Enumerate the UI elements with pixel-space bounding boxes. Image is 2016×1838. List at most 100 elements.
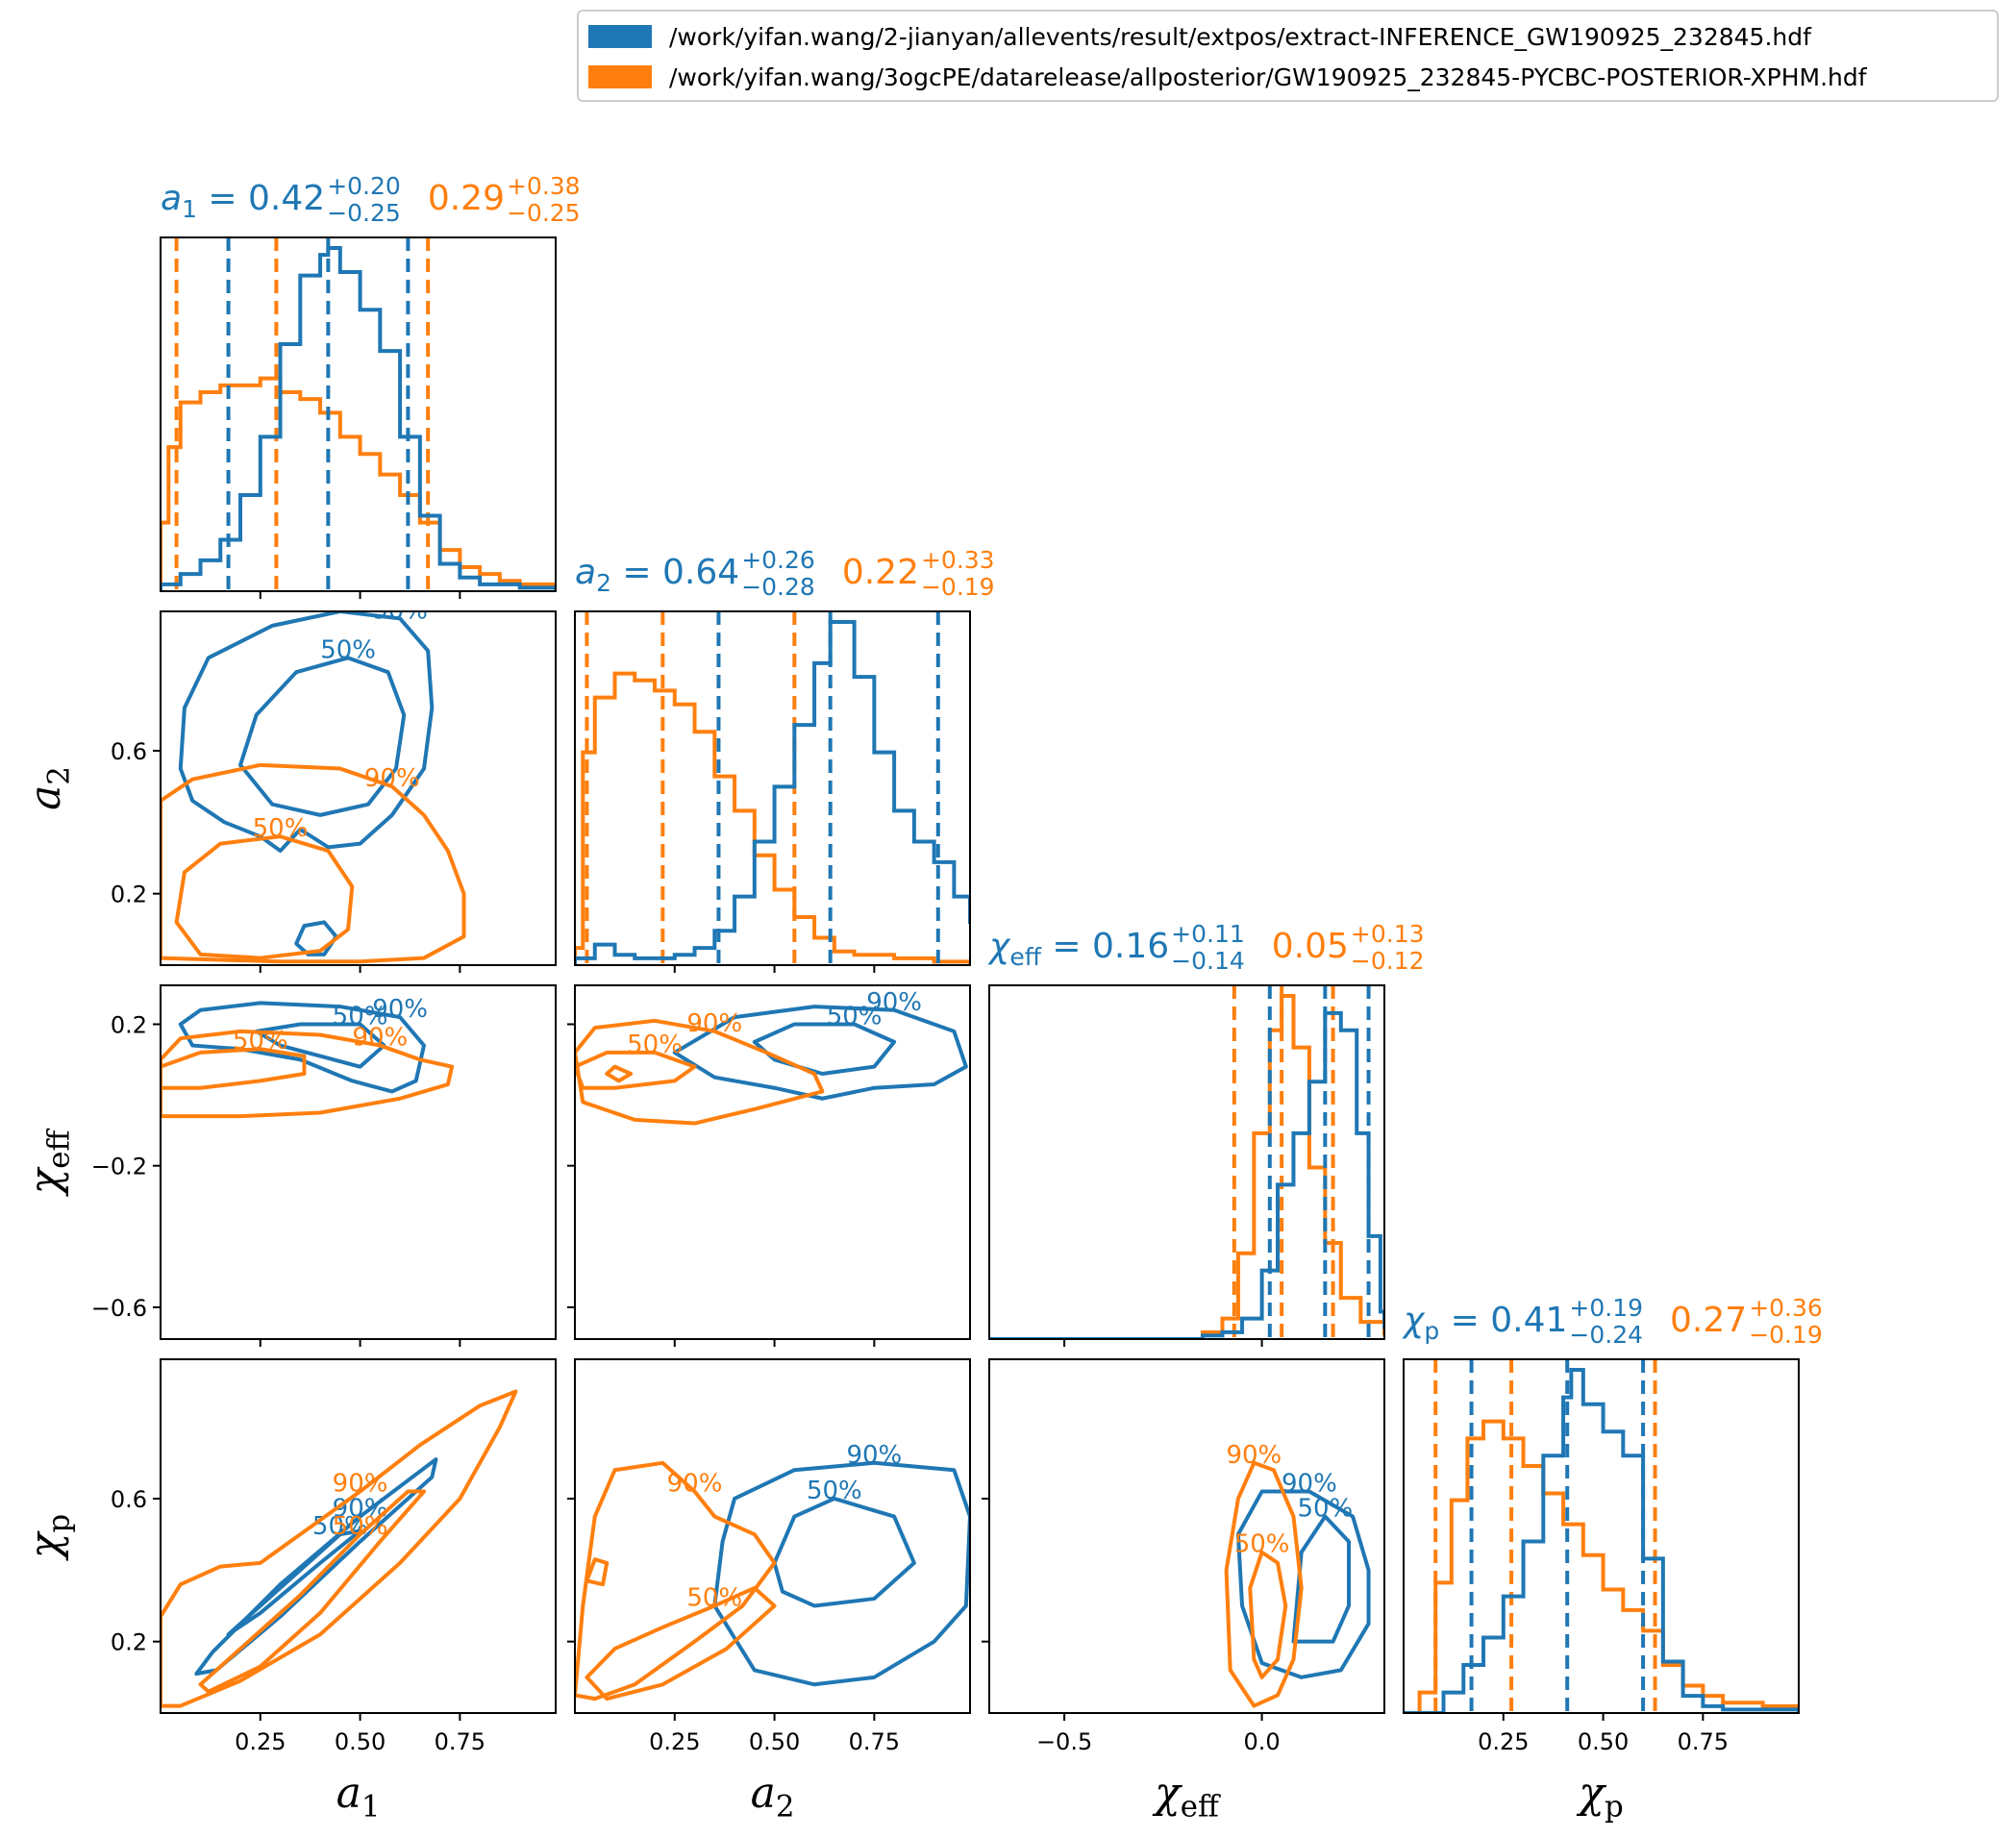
x-tick-label-chi_eff: −0.5 bbox=[1036, 1728, 1092, 1755]
contour-level-label-run_a-1: 50% bbox=[807, 1477, 862, 1505]
contour-level-label-run_b-0: 90% bbox=[333, 1470, 388, 1499]
contour-level-label-run_b-1: 50% bbox=[1234, 1530, 1290, 1559]
contour-chi_eff-vs-a2-run_b-0 bbox=[575, 1018, 825, 1126]
contour-chi_p-vs-a2-run_b-2 bbox=[585, 1557, 610, 1587]
legend-swatch-run-b bbox=[588, 65, 652, 88]
contour-a2-vs-a1-run_a-0 bbox=[178, 611, 435, 854]
histogram-a2-run_b bbox=[575, 671, 970, 965]
y-tick-label-a2: 0.6 bbox=[111, 738, 147, 765]
panel-chi_eff-vs-chi_eff bbox=[988, 984, 1385, 1347]
contour-chi_p-vs-a2-run_b-1 bbox=[585, 1585, 777, 1701]
contour-level-label-run_a-0: 90% bbox=[372, 596, 428, 625]
x-axis-label-a2: a2 bbox=[751, 1769, 795, 1825]
summary-run-a-chi_p: χp = 0.41 bbox=[1402, 1301, 1567, 1345]
x-tick-label-a1: 0.50 bbox=[335, 1728, 386, 1755]
contour-chi_p-vs-a2-run_a-1 bbox=[772, 1496, 916, 1608]
x-tick-label-chi_p: 0.25 bbox=[1478, 1728, 1529, 1755]
panel-frame-3-3 bbox=[1403, 1358, 1800, 1714]
contour-a2-vs-a1-run_b-0 bbox=[161, 762, 466, 964]
contour-chi_eff-vs-a1-run_b-0 bbox=[161, 1029, 455, 1119]
panel-a2-vs-a1: 90% 50% 90% 50% 0.2 0.6 bbox=[111, 596, 557, 973]
panel-chi_p-vs-chi_eff: 90%50%90%50%−0.5 0.0 bbox=[982, 1358, 1385, 1755]
contour-chi_p-vs-a1-run_a-1 bbox=[226, 1528, 362, 1637]
panel-frame-2-1 bbox=[574, 984, 971, 1340]
legend-swatch-run-a bbox=[588, 25, 652, 48]
contour-chi_p-vs-a1-run_b-1 bbox=[198, 1489, 426, 1694]
contour-chi_p-vs-a2-run_b-0 bbox=[575, 1460, 777, 1701]
legend-label-run-b: /work/yifan.wang/3ogcPE/datarelease/allp… bbox=[669, 62, 1867, 91]
summary-run-b-plus-chi_p: +0.36 bbox=[1749, 1294, 1823, 1322]
contour-level-label-run_a-1: 50% bbox=[827, 1002, 883, 1031]
legend-entry-run-b: /work/yifan.wang/3ogcPE/datarelease/allp… bbox=[588, 60, 1867, 94]
contour-level-label-run_b-0: 90% bbox=[667, 1470, 723, 1499]
contour-level-label-run_b-1: 50% bbox=[253, 814, 309, 843]
summary-run-b-minus-chi_p: −0.19 bbox=[1749, 1321, 1823, 1349]
contour-level-label-run_a-0: 90% bbox=[846, 1441, 902, 1470]
summary-run-a-plus-chi_p: +0.19 bbox=[1569, 1294, 1643, 1322]
x-axis-label-chi_p: χp bbox=[1576, 1769, 1623, 1825]
x-tick-label-chi_eff: 0.0 bbox=[1244, 1728, 1281, 1755]
panel-a1-vs-a1 bbox=[160, 236, 557, 599]
contour-a2-vs-a1-run_b-1 bbox=[174, 834, 355, 960]
legend-entry-run-a: /work/yifan.wang/2-jianyan/allevents/res… bbox=[588, 19, 1811, 54]
summary-run-a-chi_eff: χeff = 0.16 bbox=[987, 927, 1169, 971]
summary-run-b-minus-chi_eff: −0.12 bbox=[1351, 947, 1425, 975]
x-tick-label-a2: 0.75 bbox=[849, 1728, 900, 1755]
panel-content bbox=[989, 985, 1384, 1339]
summary-run-a-a1: a1 = 0.42 bbox=[161, 179, 325, 223]
summary-run-b-minus-a1: −0.25 bbox=[507, 199, 581, 227]
summary-run-b-a2: 0.22 bbox=[842, 553, 919, 592]
contour-chi_p-vs-chi_eff-run_b-0 bbox=[1224, 1460, 1304, 1708]
x-tick-label-chi_p: 0.75 bbox=[1678, 1728, 1729, 1755]
summary-run-a-minus-chi_p: −0.24 bbox=[1569, 1321, 1643, 1349]
contour-level-label-run_b-1: 50% bbox=[686, 1583, 742, 1612]
x-axis-label-a1: a1 bbox=[336, 1769, 381, 1825]
summary-title-chi_p: χp = 0.41 +0.19−0.24 0.27 +0.36−0.19 bbox=[1402, 1294, 1823, 1349]
summary-run-b-plus-a1: +0.38 bbox=[507, 172, 581, 200]
summary-run-a-plus-chi_eff: +0.11 bbox=[1171, 920, 1245, 948]
contour-level-label-run_a-1: 50% bbox=[333, 1002, 388, 1031]
x-tick-label-chi_p: 0.50 bbox=[1578, 1728, 1629, 1755]
histogram-a1-run_a bbox=[161, 246, 556, 591]
panel-frame-1-1 bbox=[574, 610, 971, 966]
y-axis-label-chi_p: χp bbox=[21, 1514, 77, 1561]
y-tick-label-chi_eff: 0.2 bbox=[111, 1011, 147, 1038]
panel-content bbox=[161, 237, 556, 591]
contour-level-label-run_a-0: 90% bbox=[866, 988, 922, 1017]
panel-content bbox=[575, 611, 970, 965]
histogram-chi_p-run_a bbox=[1404, 1368, 1799, 1713]
x-tick-label-a1: 0.25 bbox=[235, 1728, 286, 1755]
panel-chi_p-vs-chi_p: 0.25 0.50 0.75 bbox=[1403, 1358, 1800, 1755]
contour-level-label-run_b-0: 90% bbox=[364, 764, 420, 793]
x-tick-label-a2: 0.50 bbox=[749, 1728, 800, 1755]
summary-run-a-plus-a2: +0.26 bbox=[741, 546, 815, 574]
contour-chi_eff-vs-a2-run_a-0 bbox=[672, 1005, 968, 1101]
contour-level-label-run_b-1: 50% bbox=[333, 1512, 388, 1541]
summary-run-a-minus-a2: −0.28 bbox=[741, 573, 815, 601]
y-tick-label-a2: 0.2 bbox=[111, 882, 147, 908]
panel-content: 90%50%90%50% bbox=[161, 1389, 518, 1708]
y-tick-label-chi_eff: −0.2 bbox=[91, 1154, 147, 1180]
legend: /work/yifan.wang/2-jianyan/allevents/res… bbox=[577, 10, 1999, 102]
summary-title-chi_eff: χeff = 0.16 +0.11−0.14 0.05 +0.13−0.12 bbox=[987, 920, 1425, 975]
contour-level-label-run_b-1: 50% bbox=[627, 1031, 683, 1059]
panel-chi_p-vs-a1: 90%50%90%50% 0.25 0.50 0.75 0.2 0.6 bbox=[111, 1358, 557, 1755]
contour-chi_p-vs-a2-run_a-0 bbox=[712, 1460, 970, 1687]
histogram-a1-run_b bbox=[161, 376, 556, 591]
contour-a2-vs-a1-run_a-1 bbox=[238, 656, 407, 817]
summary-title-a2: a2 = 0.64 +0.26−0.28 0.22 +0.33−0.19 bbox=[575, 546, 995, 601]
histogram-chi_p-run_b bbox=[1404, 1419, 1799, 1713]
panel-chi_eff-vs-a2: 90%50%90%50% bbox=[567, 984, 971, 1347]
histogram-a2-run_a bbox=[575, 620, 970, 965]
contour-chi_eff-vs-a1-run_a-1 bbox=[254, 1022, 386, 1069]
contour-chi_p-vs-chi_eff-run_b-1 bbox=[1248, 1550, 1288, 1679]
x-tick-label-a2: 0.25 bbox=[649, 1728, 700, 1755]
contour-chi_p-vs-chi_eff-run_a-1 bbox=[1291, 1514, 1352, 1644]
contour-level-label-run_a-0: 90% bbox=[372, 995, 428, 1024]
summary-run-b-plus-chi_eff: +0.13 bbox=[1351, 920, 1425, 948]
x-tick-label-a1: 0.75 bbox=[435, 1728, 485, 1755]
panel-frame-2-0 bbox=[160, 984, 557, 1340]
panel-chi_p-vs-a2: 90% 50% 90% 50% 0.25 0.50 0.75 bbox=[567, 1358, 971, 1755]
panel-frame-2-2 bbox=[988, 984, 1385, 1340]
